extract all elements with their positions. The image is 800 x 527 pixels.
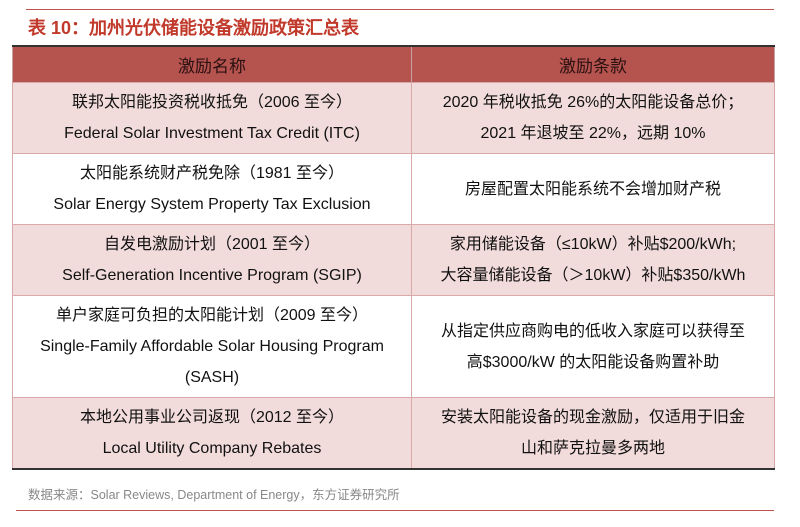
table-row: 联邦太阳能投资税收抵免（2006 至今） Federal Solar Invest…: [12, 82, 775, 154]
table-row: 太阳能系统财产税免除（1981 至今） Solar Energy System P…: [12, 153, 775, 225]
policy-terms-cell: 房屋配置太阳能系统不会增加财产税: [411, 153, 775, 225]
policy-name-cn: 联邦太阳能投资税收抵免（2006 至今）: [71, 94, 353, 111]
source-note: 数据来源：Solar Reviews, Department of Energy…: [28, 488, 400, 502]
table-row: 自发电激励计划（2001 至今） Self-Generation Incentiv…: [12, 224, 775, 296]
policy-terms-line: 家用储能设备（≤10kW）补贴$200/kWh;: [449, 236, 737, 253]
policy-terms-line: 房屋配置太阳能系统不会增加财产税: [464, 180, 721, 198]
policy-terms-cell: 从指定供应商购电的低收入家庭可以获得至 高$3000/kW 的太阳能设备购置补助: [411, 295, 775, 398]
policy-name-en: Self-Generation Incentive Program (SGIP): [62, 267, 362, 284]
policy-name-cn: 太阳能系统财产税免除（1981 至今）: [79, 165, 345, 182]
policy-terms-line: 山和萨克拉曼多两地: [520, 440, 665, 457]
header-terms: 激励条款: [411, 45, 775, 83]
policy-name-cell: 联邦太阳能投资税收抵免（2006 至今） Federal Solar Invest…: [12, 82, 412, 154]
policy-terms-line: 安装太阳能设备的现金激励，仅适用于旧金: [440, 409, 745, 426]
policy-name-cell: 本地公用事业公司返现（2012 至今） Local Utility Company…: [12, 397, 412, 470]
bottom-rule: [16, 510, 774, 511]
incentive-table: 激励名称 激励条款 联邦太阳能投资税收抵免（2006 至今） Federal So…: [12, 45, 775, 470]
policy-terms-cell: 家用储能设备（≤10kW）补贴$200/kWh; 大容量储能设备（＞10kW）补贴…: [411, 224, 775, 296]
policy-terms-cell: 2020 年税收抵免 26%的太阳能设备总价； 2021 年退坡至 22%，远期 …: [411, 82, 775, 154]
policy-name-en: Federal Solar Investment Tax Credit (ITC…: [64, 125, 360, 142]
policy-terms-line: 从指定供应商购电的低收入家庭可以获得至: [440, 322, 745, 340]
policy-name-en: Single-Family Affordable Solar Housing P…: [40, 338, 384, 386]
policy-name-en: Local Utility Company Rebates: [102, 440, 322, 457]
policy-terms-line: 2021 年退坡至 22%，远期 10%: [480, 125, 706, 142]
policy-name-cn: 本地公用事业公司返现（2012 至今）: [79, 409, 345, 426]
top-rule: [26, 9, 774, 10]
policy-name-cell: 自发电激励计划（2001 至今） Self-Generation Incentiv…: [12, 224, 412, 296]
policy-name-cell: 单户家庭可负担的太阳能计划（2009 至今） Single-Family Affo…: [12, 295, 412, 398]
table-title: 表 10：加州光伏储能设备激励政策汇总表: [28, 18, 360, 38]
policy-name-cell: 太阳能系统财产税免除（1981 至今） Solar Energy System P…: [12, 153, 412, 225]
policy-terms-line: 2020 年税收抵免 26%的太阳能设备总价；: [442, 94, 744, 111]
table-row: 单户家庭可负担的太阳能计划（2009 至今） Single-Family Affo…: [12, 295, 775, 398]
header-name: 激励名称: [12, 45, 412, 83]
policy-name-en: Solar Energy System Property Tax Exclusi…: [53, 196, 371, 213]
table-row: 本地公用事业公司返现（2012 至今） Local Utility Company…: [12, 397, 775, 470]
policy-name-cn: 自发电激励计划（2001 至今）: [103, 236, 321, 253]
policy-name-cn: 单户家庭可负担的太阳能计划（2009 至今）: [55, 307, 369, 324]
policy-terms-line: 高$3000/kW 的太阳能设备购置补助: [466, 353, 720, 371]
policy-terms-line: 大容量储能设备（＞10kW）补贴$350/kWh: [440, 267, 746, 284]
header-row: 激励名称 激励条款: [12, 45, 775, 83]
policy-terms-cell: 安装太阳能设备的现金激励，仅适用于旧金 山和萨克拉曼多两地: [411, 397, 775, 470]
